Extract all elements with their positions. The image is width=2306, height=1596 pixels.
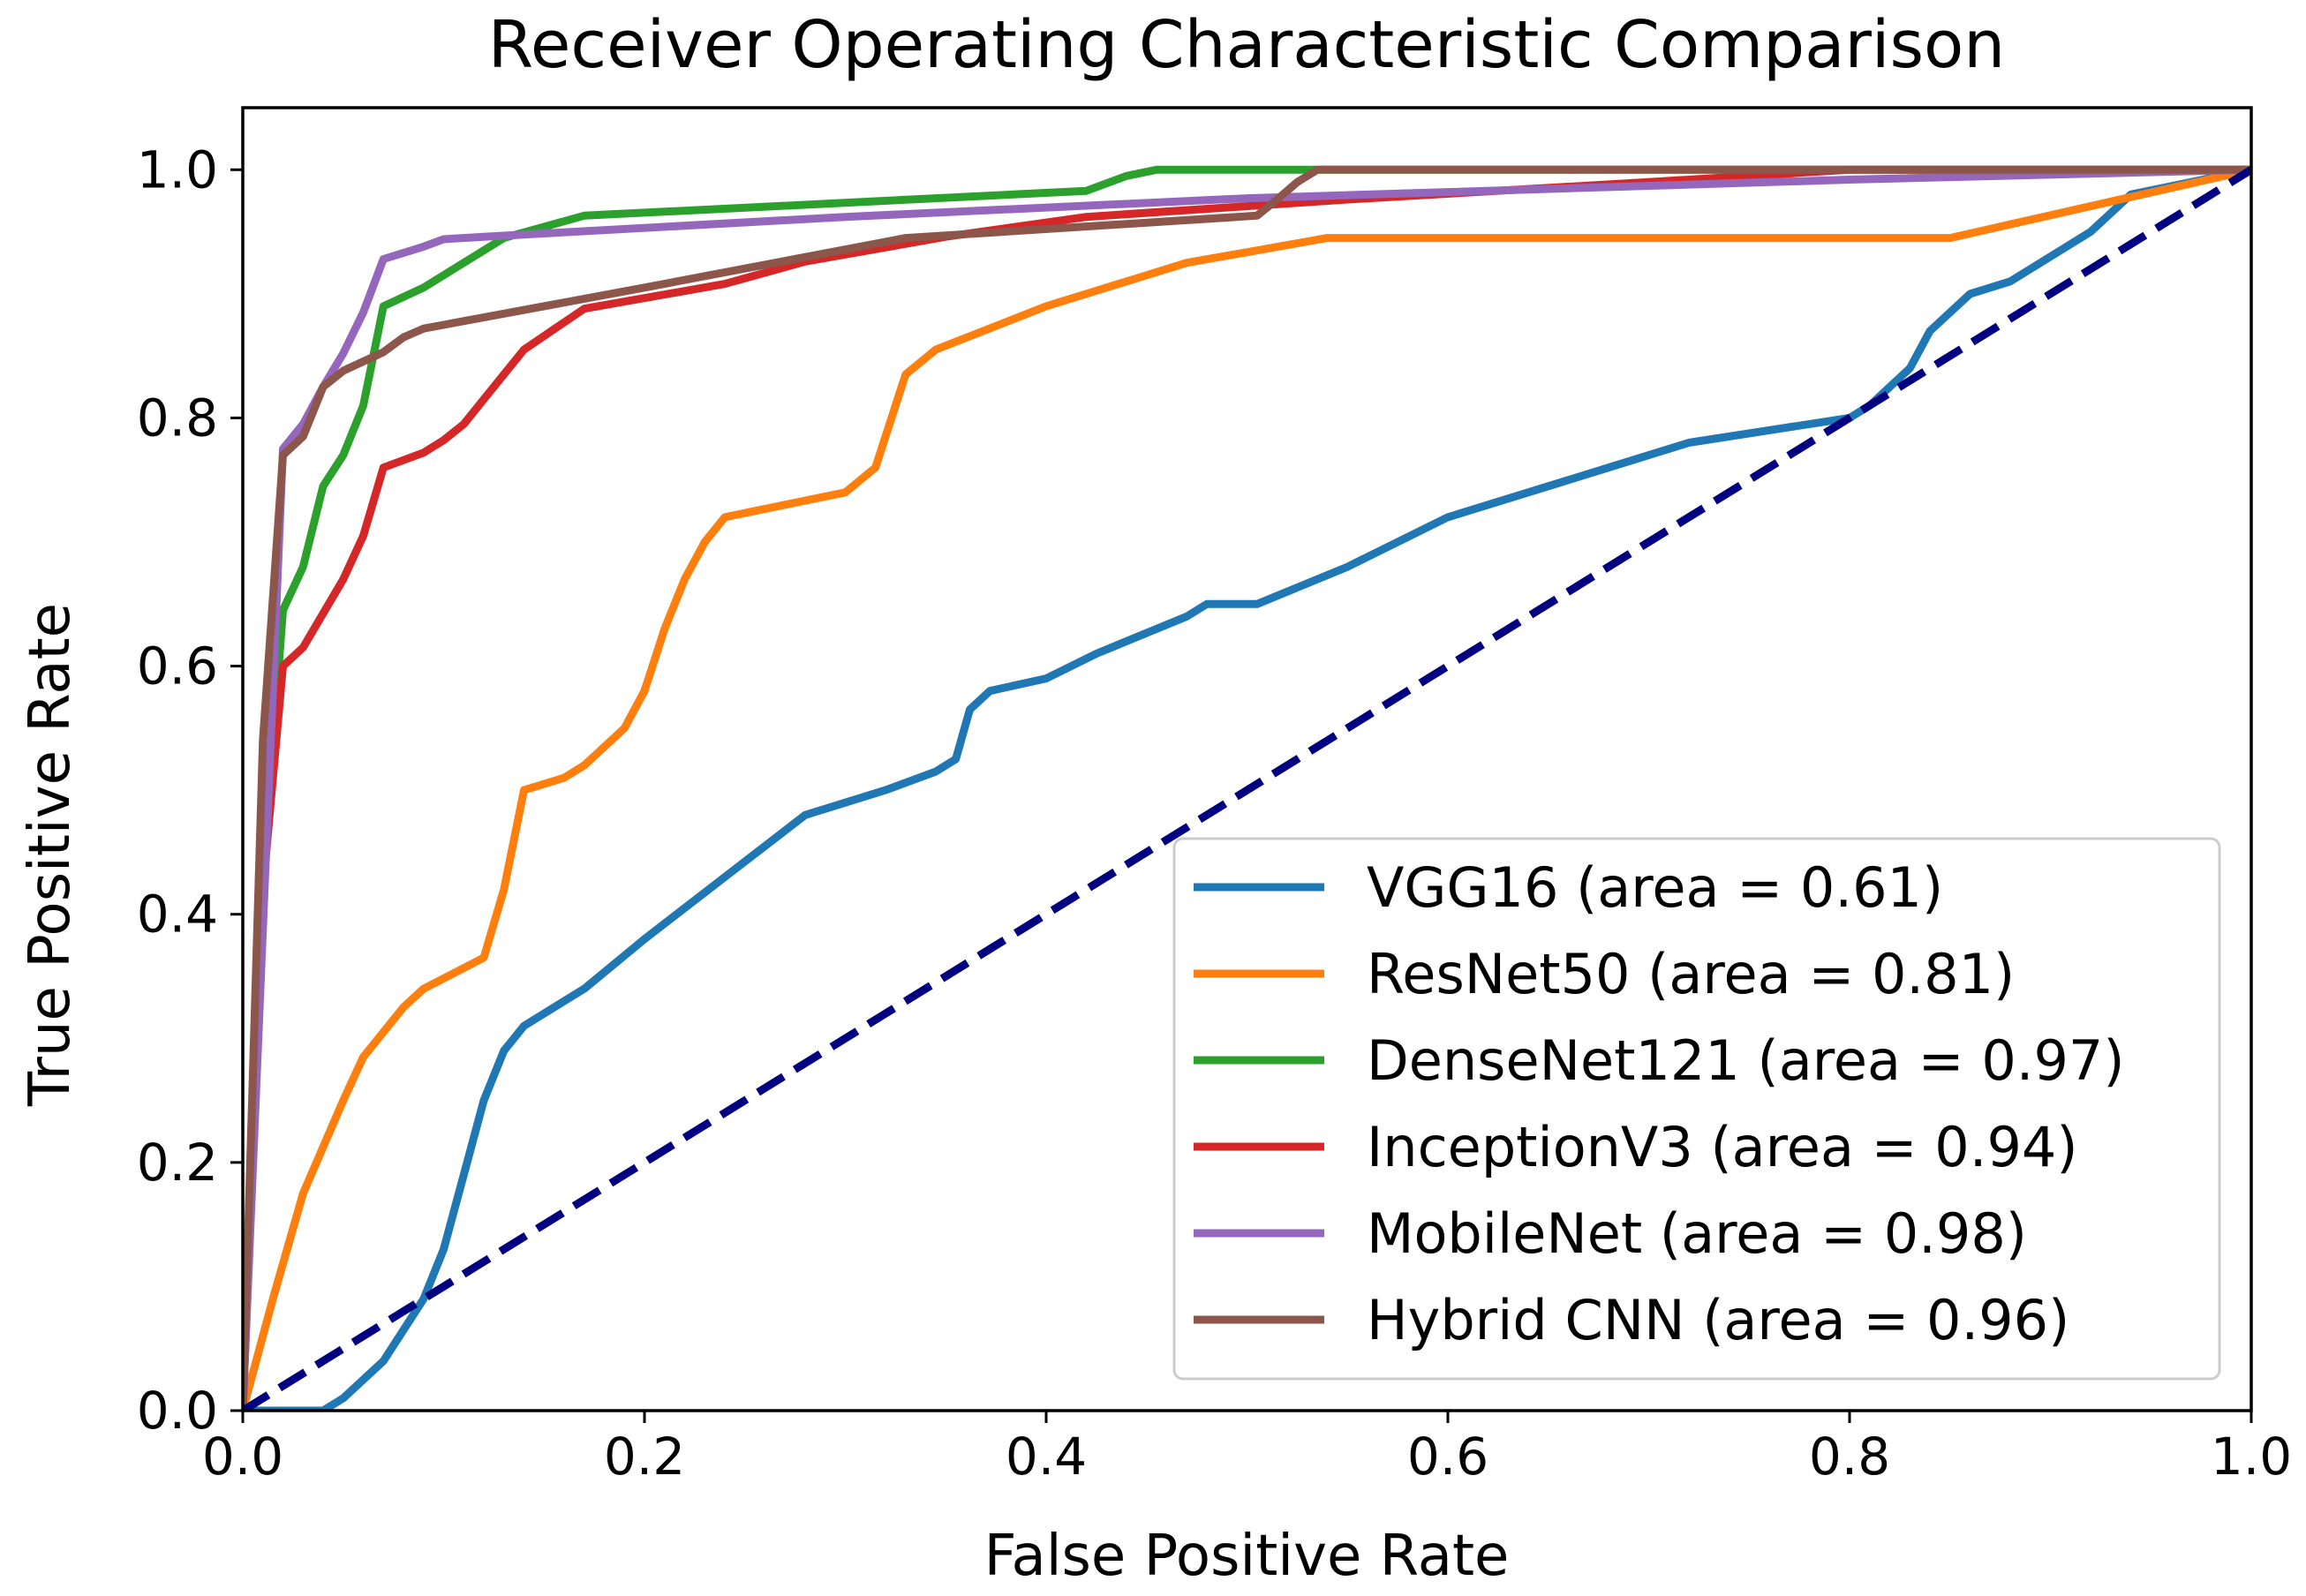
series-lines (243, 165, 2251, 1411)
chart-title: Receiver Operating Characteristic Compar… (488, 7, 2005, 83)
y-axis-label: True Positive Rate (18, 603, 83, 1107)
series-line-inceptionv3 (243, 165, 2251, 1411)
x-tick-label: 0.6 (1407, 1427, 1488, 1487)
x-axis: 0.0 0.2 0.4 0.6 0.8 1.0 (202, 1411, 2292, 1487)
y-tick-label: 0.4 (137, 885, 218, 945)
chance-diagonal-line (243, 166, 2251, 1411)
x-tick-label: 0.4 (1006, 1427, 1087, 1487)
y-tick-label: 1.0 (137, 139, 218, 200)
legend-label-resnet50: ResNet50 (area = 0.81) (1367, 942, 2015, 1006)
x-tick-label: 0.8 (1809, 1427, 1890, 1487)
legend: VGG16 (area = 0.61) ResNet50 (area = 0.81… (1172, 837, 2221, 1381)
legend-label-hybrid-cnn: Hybrid CNN (area = 0.96) (1367, 1288, 2069, 1352)
axes-frame (241, 106, 2253, 1412)
y-tick-label: 0.2 (137, 1133, 218, 1193)
legend-label-vgg16: VGG16 (area = 0.61) (1367, 855, 1943, 920)
y-axis: 0.0 0.2 0.4 0.6 0.8 1.0 (137, 139, 243, 1441)
series-line-densenet121 (243, 165, 2251, 1411)
y-tick-label: 0.0 (137, 1381, 218, 1441)
series-line-hybrid-cnn (243, 165, 2251, 1411)
legend-label-densenet121: DenseNet121 (area = 0.97) (1367, 1028, 2125, 1093)
series-line-vgg16 (243, 165, 2251, 1411)
legend-label-mobilenet: MobileNet (area = 0.98) (1367, 1201, 2027, 1266)
series-line-resnet50 (243, 165, 2251, 1411)
plot-area (241, 106, 2253, 1412)
legend-label-inceptionv3: InceptionV3 (area = 0.94) (1367, 1115, 2078, 1179)
x-axis-label: False Positive Rate (984, 1524, 1510, 1589)
y-tick-label: 0.8 (137, 388, 218, 448)
x-tick-label: 0.0 (202, 1427, 283, 1487)
legend-box (1172, 837, 2221, 1381)
x-tick-label: 0.2 (604, 1427, 685, 1487)
y-tick-label: 0.6 (137, 636, 218, 696)
x-tick-label: 1.0 (2211, 1427, 2292, 1487)
